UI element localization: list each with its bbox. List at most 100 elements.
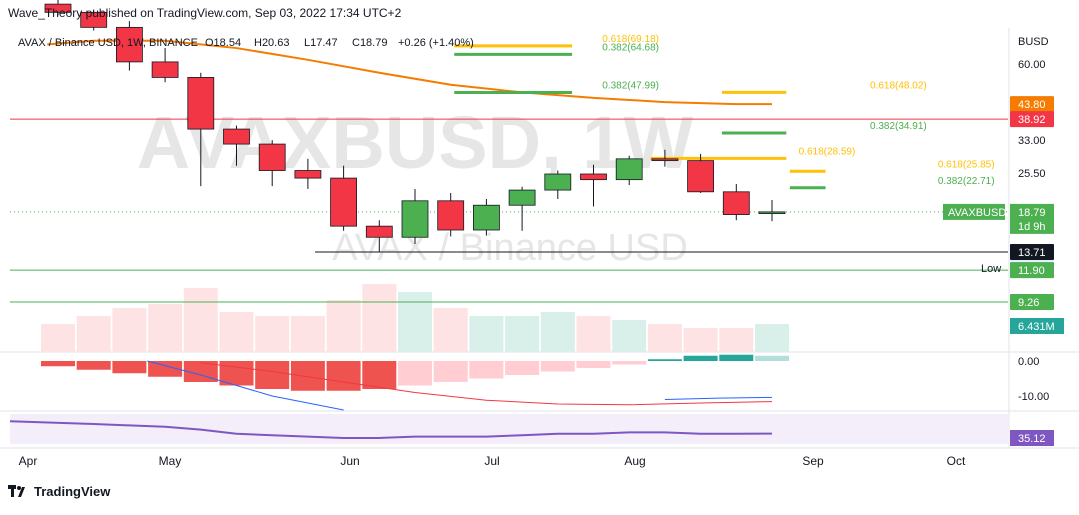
macd-axis-tick: 0.00 xyxy=(1018,356,1039,368)
time-axis-tick: Apr xyxy=(19,454,38,468)
macd-histogram-bar xyxy=(433,361,468,382)
candle-down xyxy=(365,225,393,238)
candle-down xyxy=(187,77,215,130)
volume-bar xyxy=(148,304,183,352)
macd-histogram-bar xyxy=(326,361,361,391)
legend-high: H20.63 xyxy=(254,37,289,49)
macd-histogram-bar xyxy=(755,355,789,361)
macd-histogram-bar xyxy=(183,361,218,382)
volume-bar xyxy=(683,328,718,352)
symbol-tag-bg xyxy=(943,203,1005,220)
price-tag-text: 13.71 xyxy=(1018,247,1046,259)
candle-down xyxy=(44,3,72,13)
macd-histogram-bar xyxy=(576,361,611,368)
last-price-tag-bg xyxy=(1010,203,1054,234)
volume-bar xyxy=(719,328,754,352)
macd-histogram-bar xyxy=(290,361,325,391)
volume-bar xyxy=(755,324,789,352)
candle-down xyxy=(437,200,465,231)
volume-tag-bg xyxy=(1010,318,1064,334)
volume-tag-text: 6.431M xyxy=(1018,321,1055,333)
candle-down xyxy=(687,160,714,193)
price-tag-text: 43.80 xyxy=(1018,99,1046,111)
candle-down xyxy=(80,11,108,28)
publisher-credit: Wave_Theory published on TradingView.com… xyxy=(8,6,402,20)
fib-level-label: 0.618(25.85) xyxy=(938,159,995,170)
candle-up xyxy=(508,189,536,206)
legend-low: L17.47 xyxy=(304,37,338,49)
candle-down xyxy=(116,26,143,63)
fib-level-label: 0.618(28.59) xyxy=(799,146,856,157)
candle-up xyxy=(472,204,500,231)
volume-bar xyxy=(576,316,611,352)
macd-histogram-bar xyxy=(219,361,254,386)
macd-histogram-bar xyxy=(255,361,290,389)
price-tag-bg xyxy=(1010,244,1054,261)
price-tag-text: 38.92 xyxy=(1018,114,1046,126)
time-axis-tick: Oct xyxy=(947,454,966,468)
macd-histogram-bar xyxy=(540,361,575,372)
candle-up xyxy=(758,211,786,215)
price-tag-bg xyxy=(1010,262,1054,279)
time-axis-tick: Aug xyxy=(624,454,645,468)
volume-bar xyxy=(41,324,75,352)
volume-bar xyxy=(112,308,147,352)
macd-histogram-bar xyxy=(505,361,540,375)
volume-bar xyxy=(469,316,504,352)
legend-change: +0.26 (+1.40%) xyxy=(398,37,474,49)
price-tag-text: 11.90 xyxy=(1018,265,1045,277)
macd-histogram-bar xyxy=(469,361,504,379)
candle-up xyxy=(615,158,643,181)
volume-bar xyxy=(505,316,540,352)
candle-down xyxy=(722,191,750,215)
price-tag-bg xyxy=(1010,96,1054,113)
volume-bar xyxy=(76,316,111,352)
legend-open: O18.54 xyxy=(205,37,241,49)
tradingview-brand: TradingView xyxy=(34,484,111,499)
rsi-line xyxy=(9,420,773,439)
volume-bar xyxy=(290,316,325,352)
volume-bar xyxy=(219,312,254,352)
macd-histogram-bar xyxy=(683,355,718,361)
time-axis-tick: May xyxy=(159,454,182,468)
price-axis-unit: BUSD xyxy=(1018,36,1049,48)
price-axis-tick: 25.50 xyxy=(1018,168,1046,180)
volume-bar xyxy=(612,320,647,352)
macd-histogram-bar xyxy=(647,359,682,361)
low-label: Low xyxy=(981,263,1001,275)
fib-level-label: 0.382(47.99) xyxy=(602,80,659,91)
moving-average-line xyxy=(47,39,772,106)
volume-bar xyxy=(255,316,290,352)
volume-bar xyxy=(433,308,468,352)
legend-symbol: AVAX / Binance USD, 1W, BINANCE xyxy=(18,37,198,49)
macd-axis-tick: -10.00 xyxy=(1018,391,1049,403)
volume-bar xyxy=(398,292,432,352)
tradingview-footer: TradingView xyxy=(8,484,110,499)
watermark-ticker: AVAXBUSD, 1W xyxy=(137,101,694,184)
tradingview-logo-icon xyxy=(8,484,28,499)
price-axis-tick: 33.00 xyxy=(1018,135,1046,147)
rsi-band xyxy=(10,414,1008,444)
time-axis-tick: Jun xyxy=(340,454,359,468)
fib-level-label: 0.618(48.02) xyxy=(870,80,927,91)
macd-histogram-bar xyxy=(398,361,432,386)
price-axis-tick: 60.00 xyxy=(1018,59,1046,71)
macd-histogram-bar xyxy=(148,361,183,377)
candle-down xyxy=(258,143,286,171)
candle-down xyxy=(294,170,322,179)
macd-line-recent xyxy=(664,396,773,400)
volume-bar xyxy=(326,300,361,352)
macd-line xyxy=(147,360,344,411)
symbol-tag-text: AVAXBUSD xyxy=(948,207,1006,219)
macd-histogram-bar xyxy=(76,361,111,370)
macd-signal-line xyxy=(200,362,773,406)
last-price-text: 18.79 xyxy=(1018,207,1046,219)
price-tag-bg xyxy=(1010,111,1054,128)
volume-bar xyxy=(647,324,682,352)
candle-down xyxy=(580,173,607,181)
volume-bar xyxy=(540,312,575,352)
macd-histogram-bar xyxy=(362,361,397,389)
candle-down xyxy=(330,177,358,227)
